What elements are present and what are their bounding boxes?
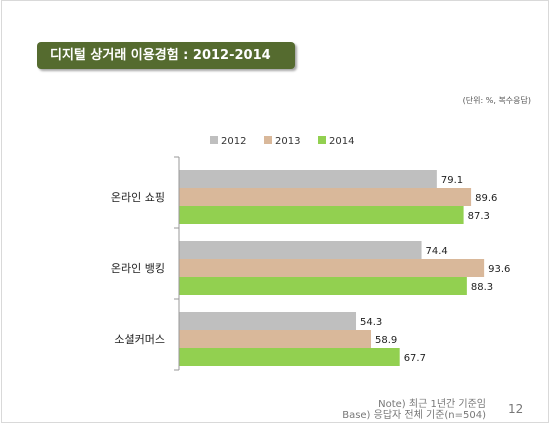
data-label-3-2014: 67.7	[404, 353, 426, 364]
bar-3-2012	[179, 312, 357, 330]
legend-label-2014: 2014	[329, 136, 354, 147]
page-number: 12	[508, 402, 524, 416]
data-label-3-2013: 58.9	[375, 335, 397, 346]
bar-1-2012	[179, 170, 437, 188]
bar-3-2013	[179, 330, 372, 348]
bar-2-2012	[179, 241, 422, 259]
footnote: Note) 최근 1년간 기준임 Base) 응답자 전체 기준(n=504)	[342, 399, 486, 421]
data-label-1-2014: 87.3	[468, 211, 490, 222]
data-label-3-2012: 54.3	[360, 317, 382, 328]
data-label-2-2014: 88.3	[471, 282, 493, 293]
category-label-2: 온라인 뱅킹	[111, 262, 165, 275]
footnote-base: Base) 응답자 전체 기준(n=504)	[342, 410, 486, 421]
unit-note: (단위: %, 복수응답)	[462, 96, 531, 105]
footnote-period: Note) 최근 1년간 기준임	[378, 399, 486, 410]
bar-1-2014	[179, 206, 464, 224]
bar-3-2014	[179, 348, 400, 366]
legend-swatch-2012	[210, 136, 218, 144]
bar-2-2013	[179, 259, 485, 277]
data-label-1-2013: 89.6	[475, 193, 497, 204]
slide-title: 디지털 상거래 이용경험 : 2012-2014	[37, 42, 295, 69]
data-label-2-2012: 74.4	[426, 246, 448, 257]
category-label-3: 소셜커머스	[114, 333, 165, 346]
data-label-2-2013: 93.6	[488, 264, 510, 275]
data-label-1-2012: 79.1	[441, 175, 463, 186]
legend-swatch-2014	[318, 136, 326, 144]
bar-2-2014	[179, 277, 467, 295]
legend-swatch-2013	[264, 136, 272, 144]
legend-label-2013: 2013	[275, 136, 300, 147]
legend-label-2012: 2012	[221, 136, 246, 147]
bar-1-2013	[179, 188, 472, 206]
category-label-1: 온라인 쇼핑	[111, 191, 165, 204]
